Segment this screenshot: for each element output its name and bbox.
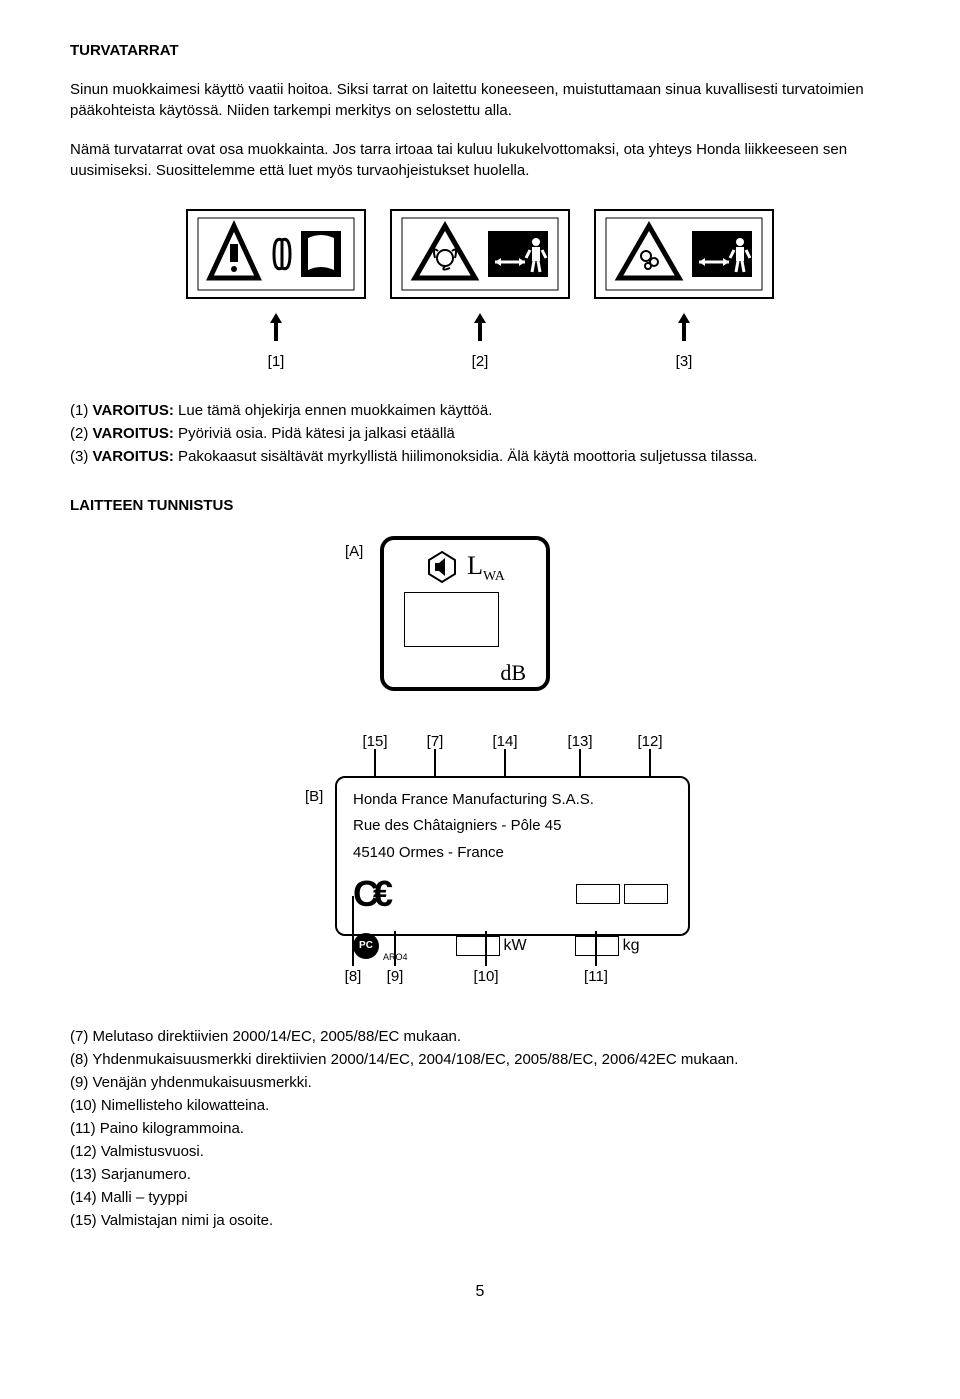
intro-para-1: Sinun muokkaimesi käyttö vaatii hoitoa. … <box>70 79 890 121</box>
page-title: TURVATARRAT <box>70 40 890 61</box>
warning-read-manual-icon <box>196 216 356 292</box>
lwa-symbol: LWA <box>467 548 505 587</box>
warning-num-2: [2] <box>390 351 570 372</box>
legend-7: (7) Melutaso direktiivien 2000/14/EC, 20… <box>70 1026 890 1047</box>
label-B: [B] <box>305 786 323 807</box>
warning-icons-row <box>70 209 890 299</box>
legend-list: (7) Melutaso direktiivien 2000/14/EC, 20… <box>70 1026 890 1231</box>
warning-box-1 <box>186 209 366 299</box>
kw-box <box>456 936 500 956</box>
arrow-up-icon <box>270 313 282 341</box>
legend-8: (8) Yhdenmukaisuusmerkki direktiivien 20… <box>70 1049 890 1070</box>
page-number: 5 <box>70 1281 890 1303</box>
warning-definitions: (1) VAROITUS: Lue tämä ohjekirja ennen m… <box>70 400 890 467</box>
label-10: [10] <box>466 966 506 987</box>
warning-labels-row: [1] [2] [3] <box>70 313 890 372</box>
manufacturer-addr1: Rue des Châtaigniers - Pôle 45 <box>353 816 672 836</box>
label-9: [9] <box>375 966 415 987</box>
pct-mark-icon: PC <box>353 933 379 959</box>
db-label: dB <box>500 658 526 689</box>
label-8: [8] <box>333 966 373 987</box>
legend-9: (9) Venäjän yhdenmukaisuusmerkki. <box>70 1072 890 1093</box>
leader-line <box>352 896 354 966</box>
legend-15: (15) Valmistajan nimi ja osoite. <box>70 1210 890 1231</box>
kw-label: kW <box>504 937 527 954</box>
warning-label-3: [3] <box>594 313 774 372</box>
warning-label-1: [1] <box>186 313 366 372</box>
manufacturer-addr2: 45140 Ormes - France <box>353 843 672 863</box>
label-A: [A] <box>345 541 363 562</box>
spec-box <box>576 884 620 904</box>
warning-num-1: [1] <box>186 351 366 372</box>
manufacturer-name: Honda France Manufacturing S.A.S. <box>353 790 672 810</box>
leader-line <box>595 931 597 966</box>
warning-box-3 <box>594 209 774 299</box>
def-3: (3) VAROITUS: Pakokaasut sisältävät myrk… <box>70 446 890 467</box>
speaker-icon <box>425 550 459 584</box>
section-heading: LAITTEEN TUNNISTUS <box>70 495 890 516</box>
spec-box <box>624 884 668 904</box>
legend-12: (12) Valmistusvuosi. <box>70 1141 890 1162</box>
warning-num-3: [3] <box>594 351 774 372</box>
arrow-up-icon <box>678 313 690 341</box>
leader-line <box>394 931 396 966</box>
leader-line <box>485 931 487 966</box>
warning-label-2: [2] <box>390 313 570 372</box>
def-1: (1) VAROITUS: Lue tämä ohjekirja ennen m… <box>70 400 890 421</box>
intro-para-2: Nämä turvatarrat ovat osa muokkainta. Jo… <box>70 139 890 181</box>
legend-11: (11) Paino kilogrammoina. <box>70 1118 890 1139</box>
noise-level-panel: LWA dB <box>380 536 550 691</box>
arrow-up-icon <box>474 313 486 341</box>
def-2: (2) VAROITUS: Pyöriviä osia. Pidä kätesi… <box>70 423 890 444</box>
ce-mark-icon: C€ <box>353 869 387 919</box>
noise-value-box <box>404 592 499 647</box>
warning-exhaust-icon <box>604 216 764 292</box>
label-11: [11] <box>576 966 616 987</box>
warning-box-2 <box>390 209 570 299</box>
legend-14: (14) Malli – tyyppi <box>70 1187 890 1208</box>
identification-plate: Honda France Manufacturing S.A.S. Rue de… <box>335 776 690 936</box>
legend-13: (13) Sarjanumero. <box>70 1164 890 1185</box>
kg-label: kg <box>623 937 640 954</box>
warning-rotating-parts-icon <box>400 216 560 292</box>
legend-10: (10) Nimellisteho kilowatteina. <box>70 1095 890 1116</box>
identification-diagram: [A] LWA dB [15] [7] [14] [13] [12] [B] H… <box>70 536 890 996</box>
